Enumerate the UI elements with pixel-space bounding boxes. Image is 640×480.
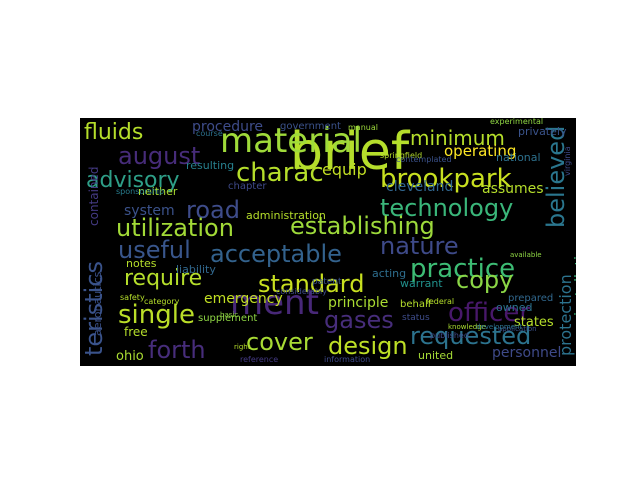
word-government: government — [280, 121, 341, 132]
word-considerably: considerably — [276, 287, 327, 296]
word-virginia: virginia — [563, 146, 572, 176]
word-principle: principle — [328, 295, 389, 311]
word-single: single — [118, 300, 195, 330]
word-behalf: behalf — [400, 299, 432, 310]
word-published: published — [430, 331, 469, 340]
word-free: free — [124, 325, 148, 339]
word-information: information — [324, 355, 371, 364]
word-privately: privately — [518, 125, 567, 138]
word-liability: liability — [176, 263, 216, 276]
word-protection: protection — [556, 274, 575, 356]
word-federal: federal — [426, 297, 455, 306]
word-equip: equip — [322, 160, 367, 179]
word-resulting: resulting — [186, 159, 235, 172]
word-system: system — [124, 203, 175, 219]
word-useful: useful — [118, 236, 191, 264]
word-ment: ment — [230, 283, 319, 323]
word-chapter: chapter — [228, 181, 267, 192]
word-contemplated: contemplated — [396, 155, 452, 164]
word-minimum: minimum — [410, 126, 505, 150]
word-brookpark: brookpark — [380, 164, 512, 194]
word-procedure: procedure — [192, 119, 264, 135]
word-knowledge: knowledge — [448, 323, 486, 331]
word-safety: safety — [120, 293, 145, 302]
word-prepared: prepared — [508, 293, 554, 304]
word-owned: owned — [496, 301, 533, 314]
word-requested: requested — [410, 322, 532, 350]
word-emergency: emergency — [204, 291, 283, 307]
word-charac: charac — [236, 158, 324, 188]
word-available: available — [510, 251, 542, 259]
word-practice: practice — [410, 254, 516, 284]
word-assumes: assumes — [482, 181, 544, 197]
word-require: require — [124, 266, 203, 291]
word-gases: gases — [324, 306, 394, 334]
word-status: status — [402, 313, 430, 323]
word-right: right — [234, 343, 251, 351]
word-course: course — [196, 129, 223, 138]
word-forth: forth — [148, 336, 206, 364]
word-sponsorship: sponsorship — [116, 187, 165, 196]
word-officer: officer — [448, 298, 531, 328]
word-august: august — [118, 142, 201, 170]
word-contained: contained — [87, 166, 101, 226]
word-administration: administration — [246, 209, 326, 222]
word-development: development — [476, 323, 523, 331]
word-cloud: brief material ment brookpark minimum fluids a… — [80, 118, 576, 366]
word-notes: notes — [126, 257, 157, 270]
word-acting: acting — [372, 267, 407, 280]
word-patent: patent — [312, 277, 342, 287]
word-design: design — [328, 332, 408, 360]
word-establishing: establishing — [290, 212, 435, 240]
word-experimental: experimental — [490, 118, 544, 126]
word-united: united — [418, 349, 454, 362]
word-believed: believed — [542, 125, 570, 228]
word-ohio: ohio — [116, 349, 144, 364]
word-brief: brief — [290, 122, 410, 182]
word-fluids: fluids — [84, 120, 144, 145]
word-springfield: springfield — [380, 151, 423, 160]
word-warrant: warrant — [400, 277, 443, 290]
word-material: material — [220, 121, 362, 161]
word-states: states — [514, 315, 554, 330]
word-personnel: personnel — [492, 345, 562, 361]
word-cleveland: cleveland — [386, 179, 454, 195]
word-advisory: advisory — [86, 168, 180, 193]
word-standard: standard — [258, 270, 365, 298]
word-nature: nature — [380, 232, 459, 260]
word-supplement: supplement — [198, 313, 258, 324]
word-copy: copy — [456, 266, 514, 294]
word-national: national — [496, 151, 541, 164]
word-acceptable: acceptable — [210, 240, 342, 268]
word-reference: reference — [240, 355, 279, 364]
word-technology: technology — [380, 194, 514, 222]
word-utilization: utilization — [116, 214, 234, 242]
word-application: application — [498, 325, 537, 333]
word-neither: neither — [138, 185, 178, 198]
word-road: road — [186, 196, 240, 224]
word-operating: operating — [444, 142, 517, 160]
word-basic: basic — [220, 311, 239, 319]
word-cover: cover — [246, 328, 313, 356]
word-aeronautics: aeronautics — [91, 271, 104, 336]
word-manual: manual — [348, 123, 378, 132]
word-category: category — [144, 297, 180, 306]
